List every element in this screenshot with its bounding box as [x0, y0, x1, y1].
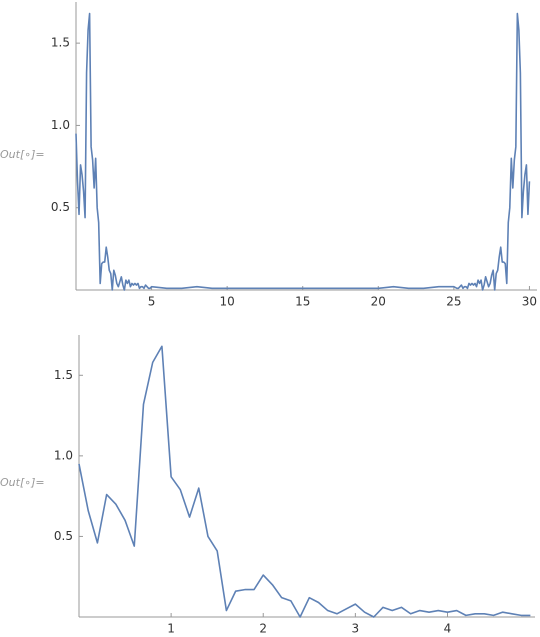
x-tick-label: 3: [352, 622, 360, 636]
x-tick-label: 4: [444, 622, 452, 636]
x-tick-label: 25: [446, 295, 461, 309]
x-tick-label: 15: [295, 295, 310, 309]
y-tick-label: 0.5: [54, 529, 73, 543]
y-tick-label: 1.0: [51, 118, 70, 132]
x-tick-label: 10: [220, 295, 235, 309]
out-label: Out[∘]=: [0, 476, 45, 489]
data-line: [75, 12, 531, 291]
x-tick-label: 1: [167, 622, 175, 636]
x-tick-label: 20: [371, 295, 386, 309]
out-label: Out[∘]=: [0, 148, 45, 161]
x-tick-label: 2: [259, 622, 267, 636]
x-tick-label: 30: [522, 295, 537, 309]
y-tick-label: 1.5: [54, 368, 73, 382]
x-tick-label: 5: [148, 295, 156, 309]
y-tick-label: 0.5: [51, 200, 70, 214]
y-tick-label: 1.0: [54, 448, 73, 462]
y-tick-label: 1.5: [51, 36, 70, 50]
data-line: [78, 345, 531, 618]
